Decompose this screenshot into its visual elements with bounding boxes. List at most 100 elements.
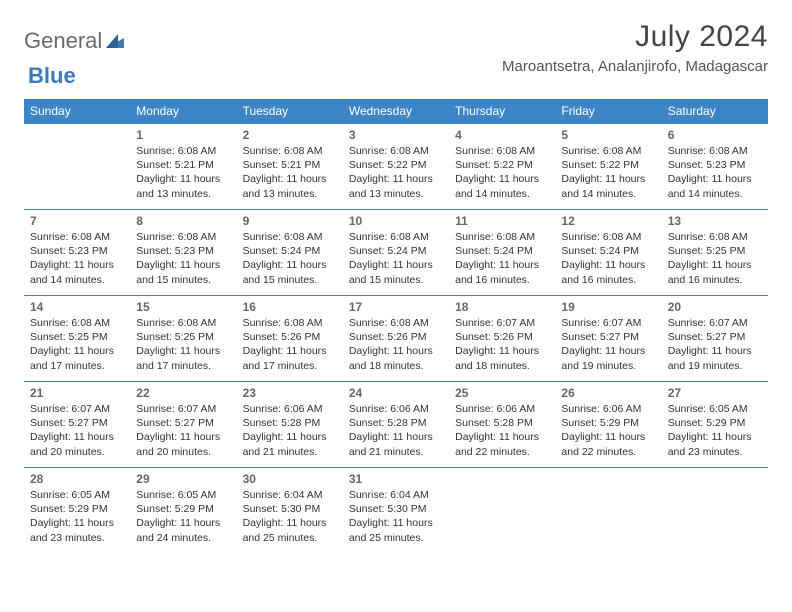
- calendar-day-cell: 12 Sunrise: 6:08 AMSunset: 5:24 PMDayligh…: [555, 210, 661, 296]
- day-info: Sunrise: 6:06 AMSunset: 5:28 PMDaylight:…: [349, 402, 443, 459]
- weekday-header: Sunday: [24, 99, 130, 124]
- day-number: 10: [349, 214, 443, 228]
- day-number: 14: [30, 300, 124, 314]
- day-info: Sunrise: 6:05 AMSunset: 5:29 PMDaylight:…: [30, 488, 124, 545]
- day-number: 26: [561, 386, 655, 400]
- calendar-day-cell: 11 Sunrise: 6:08 AMSunset: 5:24 PMDayligh…: [449, 210, 555, 296]
- day-info: Sunrise: 6:08 AMSunset: 5:21 PMDaylight:…: [136, 144, 230, 201]
- day-number: 12: [561, 214, 655, 228]
- day-number: 1: [136, 128, 230, 142]
- day-number: 22: [136, 386, 230, 400]
- day-number: 28: [30, 472, 124, 486]
- day-info: Sunrise: 6:08 AMSunset: 5:24 PMDaylight:…: [455, 230, 549, 287]
- calendar-empty-cell: [449, 468, 555, 554]
- logo: General: [24, 20, 124, 54]
- calendar-day-cell: 22 Sunrise: 6:07 AMSunset: 5:27 PMDayligh…: [130, 382, 236, 468]
- calendar-day-cell: 9 Sunrise: 6:08 AMSunset: 5:24 PMDaylight…: [237, 210, 343, 296]
- calendar-day-cell: 25 Sunrise: 6:06 AMSunset: 5:28 PMDayligh…: [449, 382, 555, 468]
- day-info: Sunrise: 6:08 AMSunset: 5:24 PMDaylight:…: [349, 230, 443, 287]
- weekday-header: Monday: [130, 99, 236, 124]
- day-number: 16: [243, 300, 337, 314]
- calendar-day-cell: 5Sunrise: 6:08 AMSunset: 5:22 PMDaylight…: [555, 124, 661, 210]
- day-info: Sunrise: 6:08 AMSunset: 5:26 PMDaylight:…: [243, 316, 337, 373]
- calendar-day-cell: 16 Sunrise: 6:08 AMSunset: 5:26 PMDayligh…: [237, 296, 343, 382]
- location-label: Maroantsetra, Analanjirofo, Madagascar: [502, 58, 768, 75]
- calendar-day-cell: 6Sunrise: 6:08 AMSunset: 5:23 PMDaylight…: [662, 124, 768, 210]
- day-number: 18: [455, 300, 549, 314]
- calendar-head: SundayMondayTuesdayWednesdayThursdayFrid…: [24, 99, 768, 124]
- weekday-header: Wednesday: [343, 99, 449, 124]
- logo-text-general: General: [24, 28, 102, 54]
- day-info: Sunrise: 6:08 AMSunset: 5:25 PMDaylight:…: [30, 316, 124, 373]
- calendar-week-row: 1 Sunrise: 6:08 AMSunset: 5:21 PMDaylight…: [24, 124, 768, 210]
- calendar-day-cell: 4Sunrise: 6:08 AMSunset: 5:22 PMDaylight…: [449, 124, 555, 210]
- calendar-body: 1 Sunrise: 6:08 AMSunset: 5:21 PMDaylight…: [24, 124, 768, 554]
- weekday-header: Saturday: [662, 99, 768, 124]
- calendar-day-cell: 24 Sunrise: 6:06 AMSunset: 5:28 PMDayligh…: [343, 382, 449, 468]
- day-info: Sunrise: 6:08 AMSunset: 5:26 PMDaylight:…: [349, 316, 443, 373]
- day-info: Sunrise: 6:08 AMSunset: 5:24 PMDaylight:…: [243, 230, 337, 287]
- day-info: Sunrise: 6:07 AMSunset: 5:27 PMDaylight:…: [668, 316, 762, 373]
- day-number: 17: [349, 300, 443, 314]
- calendar-day-cell: 8 Sunrise: 6:08 AMSunset: 5:23 PMDaylight…: [130, 210, 236, 296]
- calendar-day-cell: 29 Sunrise: 6:05 AMSunset: 5:29 PMDayligh…: [130, 468, 236, 554]
- calendar-day-cell: 10 Sunrise: 6:08 AMSunset: 5:24 PMDayligh…: [343, 210, 449, 296]
- calendar-day-cell: 30Sunrise: 6:04 AMSunset: 5:30 PMDayligh…: [237, 468, 343, 554]
- calendar-day-cell: 27 Sunrise: 6:05 AMSunset: 5:29 PMDayligh…: [662, 382, 768, 468]
- day-number: 9: [243, 214, 337, 228]
- day-number: 29: [136, 472, 230, 486]
- calendar-day-cell: 18 Sunrise: 6:07 AMSunset: 5:26 PMDayligh…: [449, 296, 555, 382]
- calendar-day-cell: 14 Sunrise: 6:08 AMSunset: 5:25 PMDayligh…: [24, 296, 130, 382]
- calendar-day-cell: 28 Sunrise: 6:05 AMSunset: 5:29 PMDayligh…: [24, 468, 130, 554]
- calendar-week-row: 7Sunrise: 6:08 AMSunset: 5:23 PMDaylight…: [24, 210, 768, 296]
- day-number: 19: [561, 300, 655, 314]
- day-info: Sunrise: 6:06 AMSunset: 5:28 PMDaylight:…: [243, 402, 337, 459]
- calendar-day-cell: 26 Sunrise: 6:06 AMSunset: 5:29 PMDayligh…: [555, 382, 661, 468]
- day-number: 23: [243, 386, 337, 400]
- weekday-header: Friday: [555, 99, 661, 124]
- day-info: Sunrise: 6:07 AMSunset: 5:26 PMDaylight:…: [455, 316, 549, 373]
- day-info: Sunrise: 6:08 AMSunset: 5:23 PMDaylight:…: [30, 230, 124, 287]
- day-info: Sunrise: 6:04 AMSunset: 5:30 PMDaylight:…: [349, 488, 443, 545]
- calendar-empty-cell: [555, 468, 661, 554]
- calendar-week-row: 14 Sunrise: 6:08 AMSunset: 5:25 PMDayligh…: [24, 296, 768, 382]
- day-info: Sunrise: 6:08 AMSunset: 5:22 PMDaylight:…: [561, 144, 655, 201]
- logo-text-blue: Blue: [28, 63, 76, 89]
- title-block: July 2024 Maroantsetra, Analanjirofo, Ma…: [502, 20, 768, 75]
- day-number: 31: [349, 472, 443, 486]
- day-info: Sunrise: 6:07 AMSunset: 5:27 PMDaylight:…: [30, 402, 124, 459]
- calendar-empty-cell: [662, 468, 768, 554]
- day-number: 24: [349, 386, 443, 400]
- day-info: Sunrise: 6:08 AMSunset: 5:24 PMDaylight:…: [561, 230, 655, 287]
- day-number: 11: [455, 214, 549, 228]
- weekday-header: Thursday: [449, 99, 555, 124]
- calendar-week-row: 28 Sunrise: 6:05 AMSunset: 5:29 PMDayligh…: [24, 468, 768, 554]
- calendar-day-cell: 19 Sunrise: 6:07 AMSunset: 5:27 PMDayligh…: [555, 296, 661, 382]
- day-info: Sunrise: 6:08 AMSunset: 5:25 PMDaylight:…: [668, 230, 762, 287]
- calendar-week-row: 21 Sunrise: 6:07 AMSunset: 5:27 PMDayligh…: [24, 382, 768, 468]
- day-info: Sunrise: 6:07 AMSunset: 5:27 PMDaylight:…: [561, 316, 655, 373]
- day-info: Sunrise: 6:05 AMSunset: 5:29 PMDaylight:…: [136, 488, 230, 545]
- day-number: 15: [136, 300, 230, 314]
- calendar-day-cell: 20Sunrise: 6:07 AMSunset: 5:27 PMDayligh…: [662, 296, 768, 382]
- day-info: Sunrise: 6:08 AMSunset: 5:23 PMDaylight:…: [136, 230, 230, 287]
- day-number: 25: [455, 386, 549, 400]
- day-info: Sunrise: 6:07 AMSunset: 5:27 PMDaylight:…: [136, 402, 230, 459]
- day-number: 21: [30, 386, 124, 400]
- day-info: Sunrise: 6:05 AMSunset: 5:29 PMDaylight:…: [668, 402, 762, 459]
- day-number: 13: [668, 214, 762, 228]
- calendar-day-cell: 3Sunrise: 6:08 AMSunset: 5:22 PMDaylight…: [343, 124, 449, 210]
- calendar-table: SundayMondayTuesdayWednesdayThursdayFrid…: [24, 99, 768, 554]
- calendar-day-cell: 2Sunrise: 6:08 AMSunset: 5:21 PMDaylight…: [237, 124, 343, 210]
- day-info: Sunrise: 6:06 AMSunset: 5:28 PMDaylight:…: [455, 402, 549, 459]
- day-info: Sunrise: 6:08 AMSunset: 5:21 PMDaylight:…: [243, 144, 337, 201]
- day-number: 8: [136, 214, 230, 228]
- day-info: Sunrise: 6:08 AMSunset: 5:23 PMDaylight:…: [668, 144, 762, 201]
- calendar-day-cell: 15Sunrise: 6:08 AMSunset: 5:25 PMDayligh…: [130, 296, 236, 382]
- day-number: 3: [349, 128, 443, 142]
- calendar-day-cell: 1 Sunrise: 6:08 AMSunset: 5:21 PMDaylight…: [130, 124, 236, 210]
- day-info: Sunrise: 6:06 AMSunset: 5:29 PMDaylight:…: [561, 402, 655, 459]
- day-info: Sunrise: 6:08 AMSunset: 5:22 PMDaylight:…: [455, 144, 549, 201]
- day-number: 27: [668, 386, 762, 400]
- day-info: Sunrise: 6:04 AMSunset: 5:30 PMDaylight:…: [243, 488, 337, 545]
